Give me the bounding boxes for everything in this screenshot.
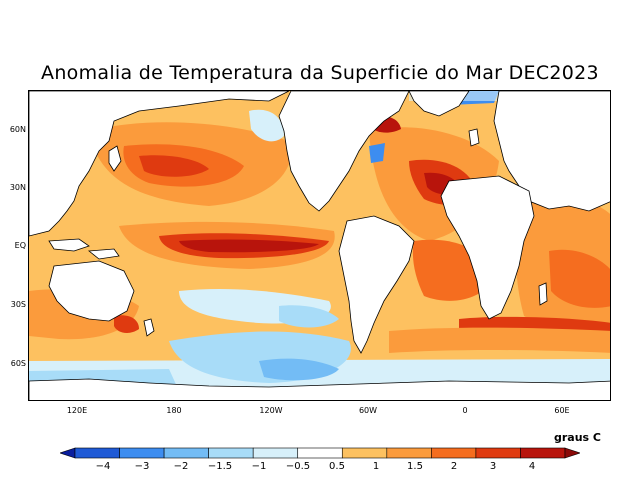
land-africa <box>440 175 535 320</box>
map-title: Anomalia de Temperatura da Superficie do… <box>41 62 599 84</box>
land-greenland <box>408 91 470 117</box>
colorbar-segment <box>252 447 299 459</box>
land-new-zealand <box>143 318 155 337</box>
units-label: graus C <box>554 431 602 444</box>
land-eurasia <box>29 91 290 237</box>
tasman-hot <box>114 315 139 333</box>
colorbar-segment <box>341 447 388 459</box>
northeast-pacific-cool <box>249 109 284 142</box>
land-south-america <box>338 215 415 354</box>
colorbar-segment <box>119 447 165 459</box>
colorbar-label: −1.5 <box>207 461 233 472</box>
colorbar-segment <box>475 447 521 459</box>
land-indonesia <box>48 238 90 252</box>
colorbar-label: −2 <box>173 461 189 472</box>
lon-label-60e: 60E <box>554 406 570 415</box>
equatorial-pacific-core <box>179 239 319 253</box>
lat-label-60s: 60S <box>10 359 26 368</box>
lon-label-0: 0 <box>462 406 468 415</box>
colorbar-label: −3 <box>134 461 150 472</box>
lat-label-30s: 30S <box>10 300 26 309</box>
lon-label-120w: 120W <box>259 406 283 415</box>
colorbar-segment <box>163 447 209 459</box>
colorbar-arrow-high <box>564 447 580 459</box>
colorbar-segment <box>386 447 432 459</box>
colorbar-label: 1 <box>372 461 380 472</box>
land-japan <box>108 145 122 172</box>
indian-ocean-strong <box>549 249 610 308</box>
colorbar-segment <box>208 447 254 459</box>
lat-label-30n: 30N <box>9 183 26 192</box>
colorbar-label: 0.5 <box>329 461 345 472</box>
land-north-america <box>278 91 410 212</box>
southern-warm-band <box>389 327 610 353</box>
south-pacific-cool-core <box>259 358 339 381</box>
colorbar-label: −1 <box>251 461 267 472</box>
colorbar-segment <box>431 447 477 459</box>
colorbar-segment <box>297 447 343 459</box>
south-pacific-cool-mid <box>279 305 339 328</box>
colorbar-label: −0.5 <box>285 461 311 472</box>
landmasses <box>29 91 610 400</box>
labrador-cool <box>369 143 385 163</box>
lat-label-eq: EQ <box>14 241 26 250</box>
north-pacific-core <box>139 155 209 177</box>
sst-map-svg <box>29 91 610 400</box>
land-australia <box>48 260 135 322</box>
colorbar <box>60 447 580 459</box>
lon-label-60w: 60W <box>358 406 378 415</box>
land-antarctica <box>29 378 610 400</box>
sst-anomaly-map <box>28 90 611 401</box>
colorbar-label: −4 <box>95 461 111 472</box>
land-uk <box>468 128 480 147</box>
colorbar-label: 4 <box>528 461 536 472</box>
lat-label-60n: 60N <box>9 125 26 134</box>
colorbar-arrow-low <box>60 447 76 459</box>
lon-label-180: 180 <box>166 406 182 415</box>
colorbar-label: 2 <box>450 461 458 472</box>
land-new-guinea <box>87 248 120 260</box>
lon-label-120e: 120E <box>66 406 88 415</box>
colorbar-segment <box>74 447 120 459</box>
land-madagascar <box>538 282 548 306</box>
colorbar-segments <box>60 447 580 459</box>
colorbar-segment <box>520 447 566 459</box>
colorbar-label: 3 <box>489 461 497 472</box>
colorbar-label: 1.5 <box>407 461 423 472</box>
